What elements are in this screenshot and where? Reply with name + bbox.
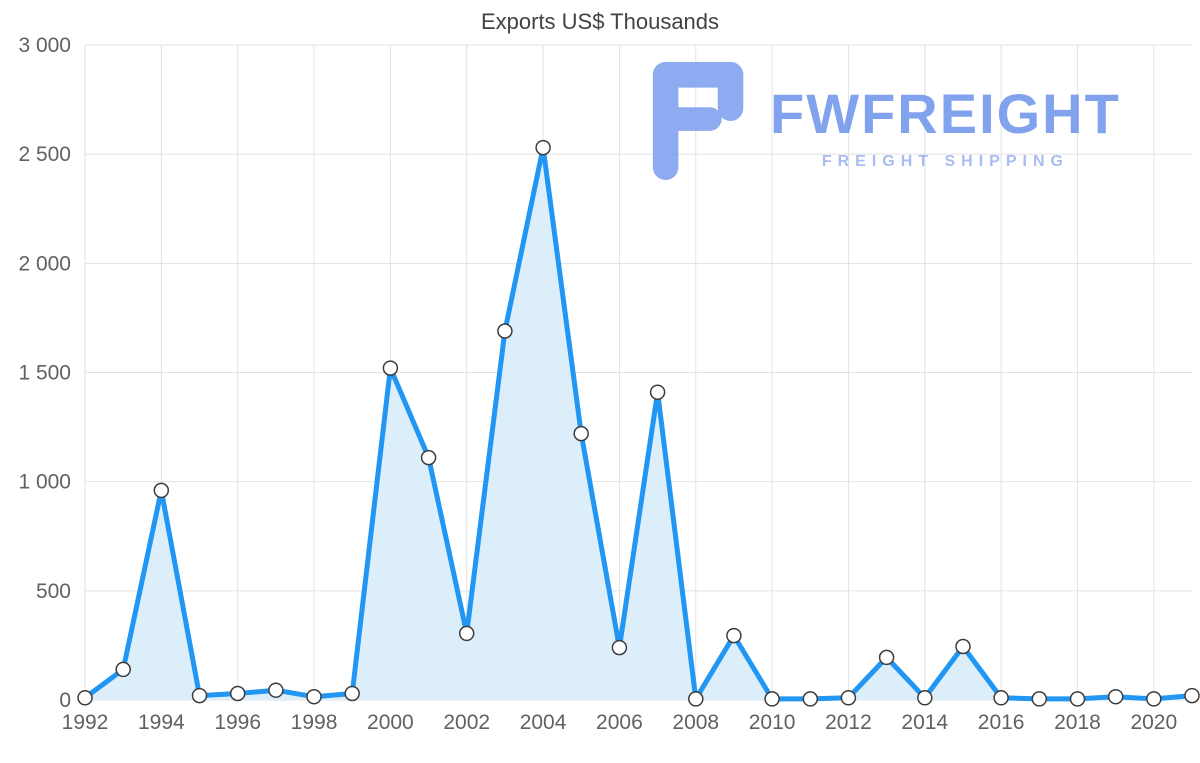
svg-text:2010: 2010 (749, 711, 796, 734)
svg-text:2006: 2006 (596, 711, 643, 734)
svg-text:2018: 2018 (1054, 711, 1101, 734)
svg-text:2016: 2016 (978, 711, 1025, 734)
svg-text:1 000: 1 000 (18, 471, 71, 494)
svg-text:2020: 2020 (1130, 711, 1177, 734)
svg-text:1992: 1992 (62, 711, 109, 734)
svg-text:1998: 1998 (291, 711, 338, 734)
svg-text:1996: 1996 (214, 711, 261, 734)
svg-text:1 500: 1 500 (18, 362, 71, 385)
svg-text:2012: 2012 (825, 711, 872, 734)
svg-text:500: 500 (36, 580, 71, 603)
chart-title: Exports US$ Thousands (480, 9, 720, 34)
svg-text:0: 0 (59, 689, 71, 712)
svg-text:2002: 2002 (443, 711, 490, 734)
svg-text:2004: 2004 (520, 711, 567, 734)
svg-text:2014: 2014 (901, 711, 948, 734)
svg-text:2008: 2008 (672, 711, 719, 734)
svg-text:2000: 2000 (367, 711, 414, 734)
svg-text:1994: 1994 (138, 711, 185, 734)
svg-text:2 000: 2 000 (18, 252, 71, 275)
svg-text:2 500: 2 500 (18, 143, 71, 166)
svg-text:3 000: 3 000 (18, 34, 71, 57)
